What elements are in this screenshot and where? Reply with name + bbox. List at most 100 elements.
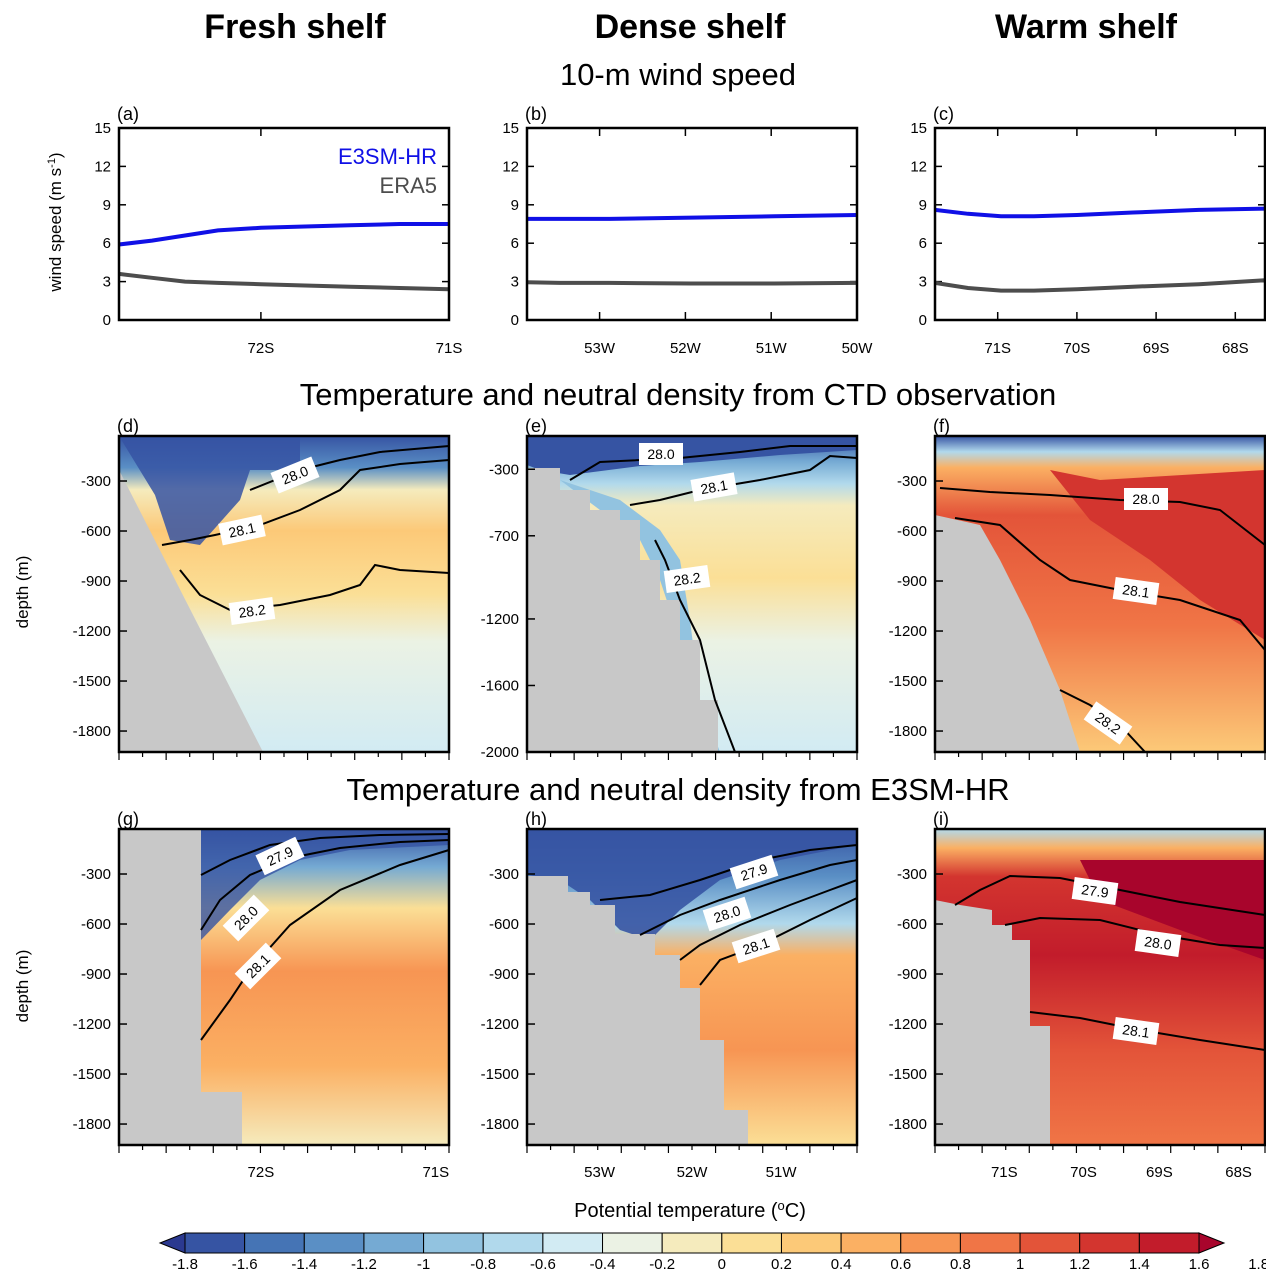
colorbar-cell <box>423 1232 484 1254</box>
colorbar-tick-label: 1.2 <box>1069 1256 1090 1272</box>
depth-axis-label-ctd: depth (m) <box>13 556 32 629</box>
panel-i: 27.9 28.0 28.1 <box>933 827 1266 1147</box>
series-line-era5 <box>118 271 450 292</box>
colorbar-cell <box>158 1232 186 1254</box>
contour-label: 28.1 <box>1121 581 1150 601</box>
y-tick-label: 12 <box>910 158 927 175</box>
panel-label: (i) <box>933 809 949 829</box>
y-tick-label: -700 <box>489 528 519 545</box>
colorbar-tick-label: 0.8 <box>950 1256 971 1272</box>
x-tick-label: 52W <box>677 1164 709 1181</box>
seafloor-land <box>527 468 718 752</box>
wind-panel-a: 0 3 6 9 12 15 72S 71S (a) <box>94 104 462 357</box>
panel-frame <box>933 126 1266 322</box>
wind-panel-c: 0 3 6 9 12 15 71S 70S 69S 68S (c) <box>910 104 1266 357</box>
y-tick-label: -1800 <box>73 1116 111 1133</box>
colorbar-cell <box>900 1232 961 1254</box>
colorbar-tick-label: -0.6 <box>530 1256 556 1272</box>
legend-era5: ERA5 <box>380 173 437 198</box>
colorbar-tick-label: -0.2 <box>649 1256 675 1272</box>
y-tick-label: 15 <box>502 120 519 137</box>
cold-water-core <box>119 436 300 545</box>
y-tick-label: 12 <box>94 158 111 175</box>
x-tick-label: 50W <box>842 340 874 357</box>
panel-label: (b) <box>525 104 547 124</box>
contour-line <box>654 539 736 753</box>
y-tick-label: -300 <box>81 866 111 883</box>
colorbar-tick-label: 1.8 <box>1248 1256 1266 1272</box>
panel-label: (g) <box>117 809 139 829</box>
series-line-e3sm <box>118 222 449 247</box>
y-tick-label: 6 <box>511 235 519 252</box>
section-axes-e: -300 -700 -1200 -1600 -2000 (e) <box>481 416 858 761</box>
y-tick-label: -1500 <box>73 673 111 690</box>
column-title-dense: Dense shelf <box>595 8 787 46</box>
seafloor-land <box>935 900 1050 1145</box>
y-tick-label: -900 <box>489 966 519 983</box>
contour-label-box <box>731 928 781 964</box>
cold-water-core <box>527 436 857 475</box>
depth-axis-label-e3sm: depth (m) <box>13 950 32 1023</box>
colorbar-tick-label: -0.8 <box>470 1256 496 1272</box>
colorbar-tick-label: 0.4 <box>831 1256 852 1272</box>
colorbar-cell <box>721 1232 782 1254</box>
colorbar-tick-label: -1 <box>417 1256 430 1272</box>
colorbar-tick-label: 0 <box>718 1256 726 1272</box>
section-axes-g: -300 -600 -900 -1200 -1500 -1800 72S 71S (g) <box>73 809 450 1181</box>
wind-y-axis-label: wind speed (m s-1) <box>46 152 65 292</box>
y-tick-label: -900 <box>81 966 111 983</box>
plot-area <box>527 128 857 320</box>
x-tick-label: 71S <box>984 340 1011 357</box>
y-tick-label: -1500 <box>889 673 927 690</box>
y-tick-label: -900 <box>81 573 111 590</box>
colorbar-cell <box>1019 1232 1081 1254</box>
y-tick-label: -300 <box>897 866 927 883</box>
panel-g: 27.9 28.0 28.1 <box>117 827 451 1147</box>
contour-label-box <box>729 854 779 890</box>
colorbar-cell <box>303 1232 365 1254</box>
panel-frame <box>117 126 451 322</box>
y-tick-label: -1500 <box>73 1066 111 1083</box>
y-tick-label: -1800 <box>481 1116 519 1133</box>
colorbar-tick-label: -1.6 <box>232 1256 258 1272</box>
colorbar-tick-label: 1 <box>1016 1256 1024 1272</box>
colorbar-cell <box>1138 1232 1200 1254</box>
contour-label: 28.0 <box>1132 491 1159 507</box>
panel-label: (d) <box>117 416 139 436</box>
section-axes-d: -300 -600 -900 -1200 -1500 -1800 (d) <box>73 416 450 760</box>
x-tick-label: 72S <box>248 340 275 357</box>
colorbar-label: Potential temperature (oC) <box>574 1198 806 1223</box>
contour-label-box <box>1134 929 1182 957</box>
y-tick-label: 3 <box>919 274 927 291</box>
colorbar-tick-label: 1.4 <box>1129 1256 1150 1272</box>
y-tick-label: 0 <box>511 312 519 329</box>
contour-label-box <box>639 443 683 465</box>
x-tick-label: 69S <box>1143 340 1170 357</box>
contour-label: 28.1 <box>1121 1021 1150 1041</box>
colorbar-tick-label: 0.2 <box>771 1256 792 1272</box>
wind-panels: 0 3 6 9 12 15 72S 71S (a) 0 3 6 9 12 15 53W 52W 51W 50W (b)… <box>94 104 1266 357</box>
panel-d: 28.0 28.1 28.2 <box>117 434 451 754</box>
x-tick-label: 69S <box>1146 1164 1173 1181</box>
x-tick-label: 71S <box>436 340 463 357</box>
y-tick-label: -900 <box>897 966 927 983</box>
x-tick-label: 71S <box>991 1164 1018 1181</box>
panel-label: (e) <box>525 416 547 436</box>
panel-h: 27.9 28.0 28.1 <box>525 827 859 1147</box>
row-title-wind: 10-m wind speed <box>560 57 796 92</box>
contour-label-box <box>702 896 752 932</box>
y-tick-label: 9 <box>511 197 519 214</box>
seafloor-land <box>527 876 748 1145</box>
contour-line <box>599 844 858 901</box>
row-title-e3sm: Temperature and neutral density from E3S… <box>346 772 1009 807</box>
panel-f: 28.0 28.1 28.2 <box>933 434 1266 754</box>
x-tick-label: 53W <box>584 340 616 357</box>
y-tick-label: -600 <box>489 916 519 933</box>
y-tick-label: -1200 <box>889 1016 927 1033</box>
x-tick-label: 52W <box>670 340 702 357</box>
contour-label-box <box>1124 488 1168 510</box>
colorbar-tick-label: -0.4 <box>590 1256 616 1272</box>
section-axes-f: -300 -600 -900 -1200 -1500 -1800 (f) <box>889 416 1266 760</box>
contour-label-box <box>1112 1017 1160 1045</box>
